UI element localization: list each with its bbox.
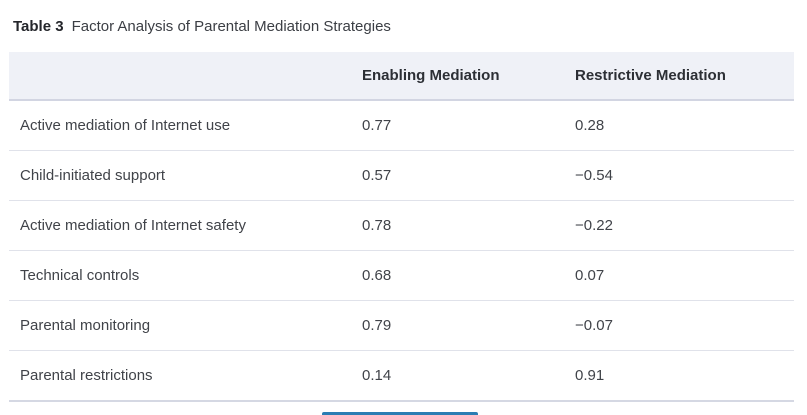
restrictive-value: 0.91 [575, 367, 605, 384]
table-row: Technical controls 0.68 0.07 [9, 251, 794, 301]
table-row: Child-initiated support 0.57 −0.54 [9, 151, 794, 201]
enabling-value: 0.57 [362, 167, 392, 184]
column-header-enabling-mediation: Enabling Mediation [362, 67, 500, 84]
row-label: Active mediation of Internet safety [20, 217, 246, 234]
enabling-value: 0.14 [362, 367, 392, 384]
column-header-restrictive-mediation: Restrictive Mediation [575, 67, 726, 84]
table-caption-label: Table 3 [13, 18, 64, 35]
enabling-value: 0.78 [362, 217, 392, 234]
partial-button-top-edge[interactable] [322, 412, 478, 415]
table-caption: Table 3 Factor Analysis of Parental Media… [13, 16, 391, 37]
factor-analysis-table: Enabling Mediation Restrictive Mediation… [9, 52, 794, 402]
table-row: Parental monitoring 0.79 −0.07 [9, 301, 794, 351]
restrictive-value: 0.28 [575, 117, 605, 134]
enabling-value: 0.68 [362, 267, 392, 284]
enabling-value: 0.79 [362, 317, 392, 334]
row-label: Parental restrictions [20, 367, 153, 384]
row-label: Active mediation of Internet use [20, 117, 231, 134]
table-header-row: Enabling Mediation Restrictive Mediation [9, 52, 794, 101]
table-row: Active mediation of Internet use 0.77 0.… [9, 101, 794, 151]
table-caption-title: Factor Analysis of Parental Mediation St… [71, 18, 391, 35]
restrictive-value: −0.54 [575, 167, 613, 184]
restrictive-value: −0.07 [575, 317, 613, 334]
row-label: Parental monitoring [20, 317, 151, 334]
table-row: Active mediation of Internet safety 0.78… [9, 201, 794, 251]
table-row: Parental restrictions 0.14 0.91 [9, 351, 794, 402]
row-label: Child-initiated support [20, 167, 166, 184]
restrictive-value: −0.22 [575, 217, 613, 234]
restrictive-value: 0.07 [575, 267, 605, 284]
row-label: Technical controls [20, 267, 140, 284]
enabling-value: 0.77 [362, 117, 392, 134]
